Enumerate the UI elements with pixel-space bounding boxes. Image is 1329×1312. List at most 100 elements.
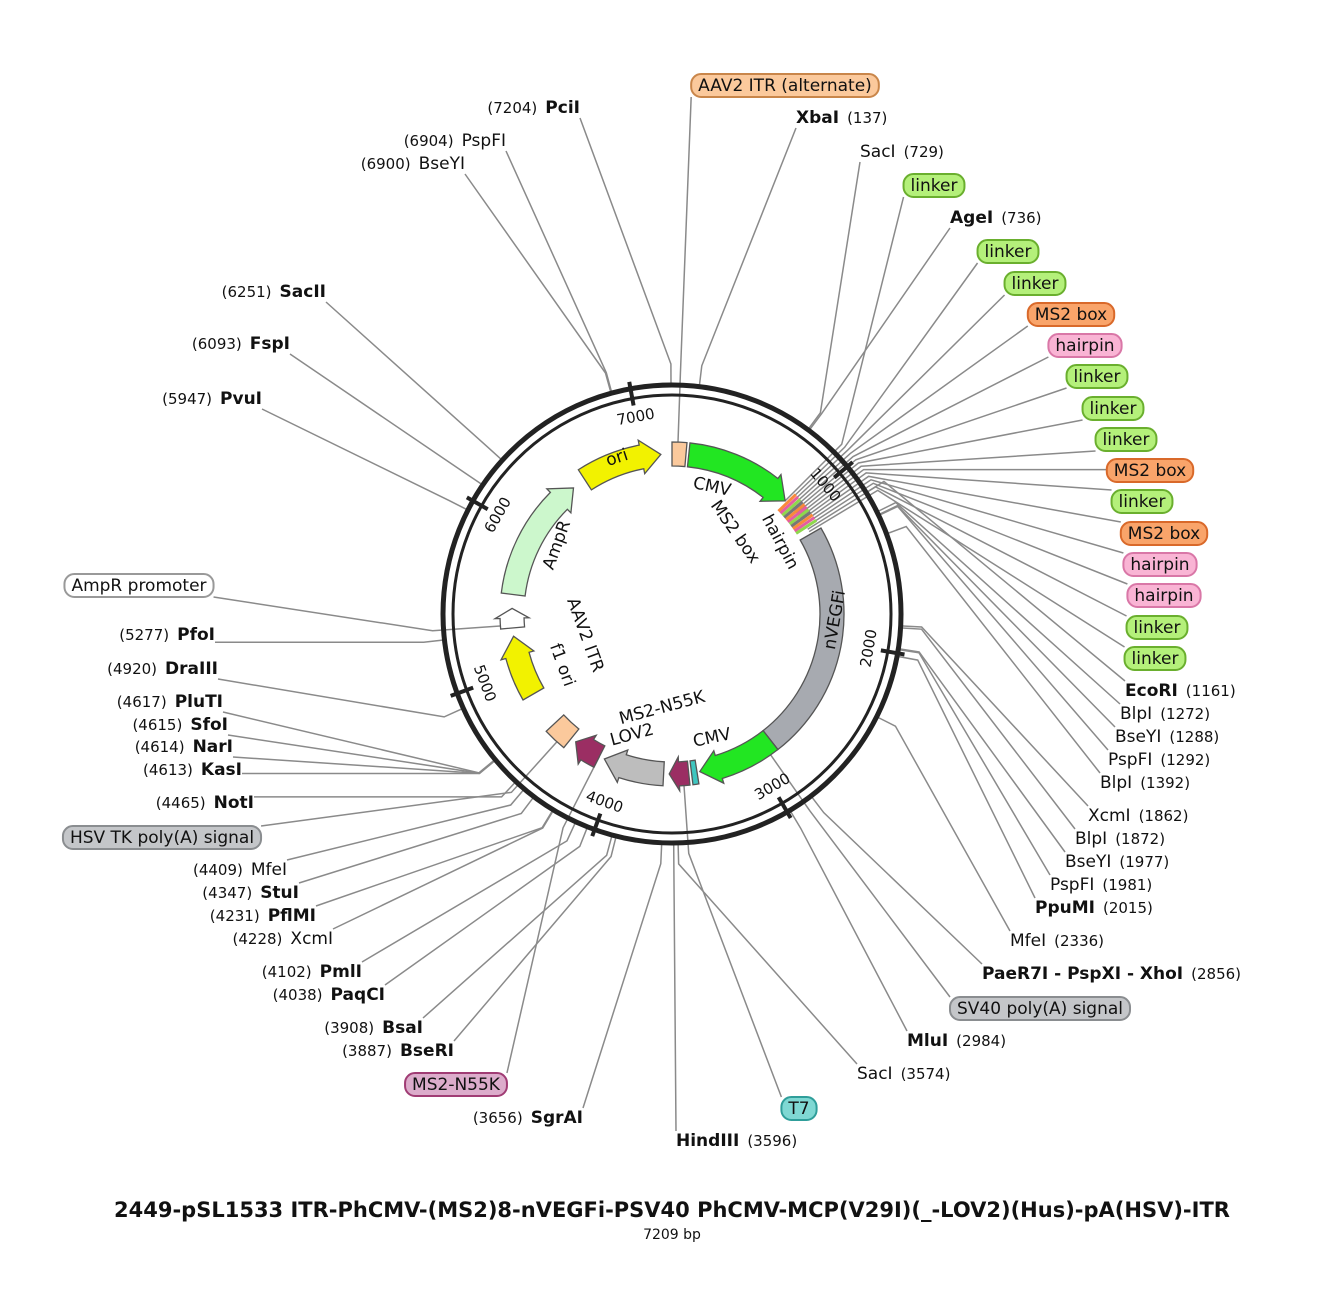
site-position: (4102)	[262, 963, 312, 981]
leader-line	[325, 301, 502, 460]
enzyme-name: BseYI	[419, 154, 465, 174]
callout-label: hairpin	[1134, 586, 1193, 606]
site-label: (4038) PaqCI	[273, 985, 385, 1005]
feature-arrow	[668, 754, 691, 794]
site-position: (5947)	[162, 390, 212, 408]
enzyme-name: KasI	[201, 760, 242, 780]
tick-label: 5000	[470, 662, 500, 704]
callout-box	[404, 1072, 508, 1097]
leader-line	[676, 96, 692, 455]
site-label: BseYI (1977)	[1065, 852, 1169, 872]
callout-label: MS2 box	[1128, 524, 1200, 544]
feature-stripe	[785, 503, 806, 521]
callout-box	[690, 73, 880, 98]
site-label: (6251) SacII	[222, 282, 326, 302]
leader-line	[506, 756, 601, 1074]
feature-arrow	[575, 734, 606, 769]
leader-line	[698, 127, 797, 385]
feature-stripe	[788, 508, 810, 526]
enzyme-name: MfeI	[1010, 931, 1046, 951]
enzyme-name: HindIII	[676, 1131, 739, 1151]
subtitle: 7209 bp	[643, 1227, 701, 1243]
feature-arrow	[686, 442, 786, 502]
callout-label: HSV TK poly(A) signal	[70, 828, 254, 848]
leader-line	[453, 837, 617, 1042]
enzyme-name: BseYI	[1065, 852, 1111, 872]
tick-label: 4000	[584, 787, 626, 817]
callout-box	[63, 573, 215, 598]
callout-label: linker	[1090, 399, 1137, 419]
site-label: XcmI (1862)	[1088, 806, 1188, 826]
feature-label: MS2-N55K	[617, 687, 708, 729]
leader-line	[878, 716, 1011, 932]
callout-box	[948, 996, 1132, 1021]
leader-line	[286, 790, 524, 861]
leader-line	[422, 836, 613, 1019]
leader-line	[808, 489, 1125, 648]
leader-line	[261, 408, 467, 510]
feature-label: LOV2	[608, 720, 656, 751]
tick-label: 2000	[856, 628, 880, 669]
site-position: (3887)	[342, 1042, 392, 1060]
callout-box	[1125, 615, 1189, 640]
callout-label: linker	[1119, 492, 1166, 512]
site-position: (1272)	[1160, 705, 1210, 723]
callout-box	[1047, 333, 1123, 358]
leader-line	[805, 482, 1128, 585]
enzyme-name: SacI	[860, 142, 896, 162]
leader-line	[811, 797, 983, 965]
leader-line	[898, 655, 1036, 899]
leader-lines	[213, 96, 1128, 1132]
enzyme-name: BsaI	[382, 1018, 423, 1038]
site-position: (6904)	[404, 132, 454, 150]
callout-box	[976, 239, 1040, 264]
features	[492, 438, 845, 794]
callout-label: hairpin	[1130, 555, 1189, 575]
callout-label: hairpin	[1055, 336, 1114, 356]
site-position: (2856)	[1191, 965, 1241, 983]
leader-line	[582, 844, 663, 1109]
feature-arrow	[492, 607, 532, 630]
leader-line	[900, 649, 1051, 876]
enzyme-name: SacII	[280, 282, 326, 302]
site-label: BseYI (1288)	[1115, 727, 1219, 747]
site-label: (4613) KasI	[143, 760, 242, 780]
leader-line	[792, 356, 1049, 510]
feature-label: f1 ori	[545, 641, 579, 689]
site-label: (6904) PspFI	[404, 131, 506, 151]
feature-stripe	[777, 493, 797, 513]
leader-line	[784, 196, 905, 502]
site-position: (1981)	[1102, 876, 1152, 894]
tick-mark	[590, 812, 603, 837]
callout-box	[1119, 521, 1209, 546]
site-label: (4617) PluTI	[117, 692, 223, 712]
feature-stripe	[795, 519, 818, 535]
title: 2449-pSL1533 ITR-PhCMV-(MS2)8-nVEGFi-PSV…	[114, 1198, 1230, 1222]
leader-line	[222, 711, 495, 774]
site-label: (4615) SfoI	[132, 715, 228, 735]
leader-line	[795, 419, 1083, 514]
enzyme-name: PfoI	[177, 625, 215, 645]
enzyme-name: PaqCI	[331, 985, 385, 1005]
enzyme-name: PspFI	[1108, 750, 1152, 770]
feature-label: CMV	[691, 473, 733, 501]
leader-line	[361, 823, 576, 963]
site-position: (6900)	[361, 155, 411, 173]
site-position: (4038)	[273, 986, 323, 1004]
site-position: (5277)	[119, 626, 169, 644]
enzyme-name: BseYI	[1115, 727, 1161, 747]
leader-line	[682, 773, 783, 1098]
site-position: (4231)	[210, 907, 260, 925]
site-label: (4465) NotI	[156, 793, 254, 813]
site-label: XbaI (137)	[796, 108, 887, 128]
leader-line	[808, 161, 861, 429]
site-label: (4228) XcmI	[233, 929, 333, 949]
leader-line	[384, 828, 588, 986]
enzyme-name: BlpI	[1100, 773, 1132, 793]
site-label: (5947) PvuI	[162, 389, 262, 409]
feature-label: MS2 box	[706, 497, 764, 568]
feature-stripe	[783, 500, 804, 519]
tick-mark	[880, 648, 905, 657]
callout-label: linker	[1132, 649, 1179, 669]
site-label: (6093) FspI	[192, 334, 290, 354]
